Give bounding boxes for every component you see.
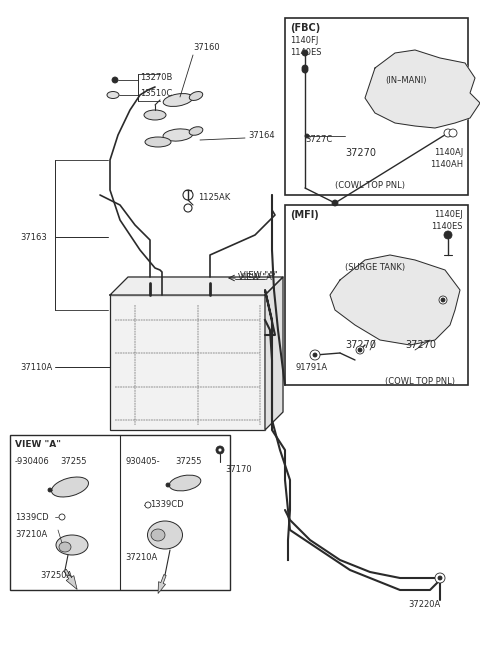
Text: 91791A: 91791A xyxy=(295,363,327,372)
Ellipse shape xyxy=(59,542,71,552)
Polygon shape xyxy=(330,255,460,345)
Ellipse shape xyxy=(145,137,171,147)
Text: 37210A: 37210A xyxy=(125,553,157,562)
Circle shape xyxy=(444,231,452,239)
Polygon shape xyxy=(110,277,283,295)
Text: 37163: 37163 xyxy=(20,233,47,242)
Text: -930406: -930406 xyxy=(15,457,50,466)
Circle shape xyxy=(48,488,52,492)
Text: (FBC): (FBC) xyxy=(290,23,320,33)
Ellipse shape xyxy=(144,110,166,120)
Text: 37250A: 37250A xyxy=(40,571,72,580)
Circle shape xyxy=(216,446,224,454)
Bar xyxy=(285,205,468,385)
FancyArrow shape xyxy=(64,569,77,589)
Ellipse shape xyxy=(163,93,193,106)
Circle shape xyxy=(441,298,445,302)
Circle shape xyxy=(145,502,151,508)
Ellipse shape xyxy=(169,475,201,491)
Text: 37270: 37270 xyxy=(405,340,436,350)
Circle shape xyxy=(313,353,317,357)
Text: 37255: 37255 xyxy=(60,457,86,466)
Text: 1339CD: 1339CD xyxy=(15,513,48,522)
Text: 1140FJ: 1140FJ xyxy=(290,36,318,45)
Bar xyxy=(10,435,230,590)
Ellipse shape xyxy=(189,91,203,101)
Text: 37210A: 37210A xyxy=(15,530,47,539)
Text: 1339CD: 1339CD xyxy=(150,500,184,509)
Text: 37164: 37164 xyxy=(248,131,275,141)
Circle shape xyxy=(444,129,452,137)
Circle shape xyxy=(302,65,308,71)
Bar xyxy=(110,295,265,430)
FancyArrow shape xyxy=(158,575,166,593)
Text: 1125AK: 1125AK xyxy=(198,194,230,202)
Text: 13510C: 13510C xyxy=(140,89,172,97)
Text: 13270B: 13270B xyxy=(140,74,172,83)
Text: 37270: 37270 xyxy=(345,340,376,350)
Circle shape xyxy=(218,448,222,452)
Text: VIEW "A": VIEW "A" xyxy=(15,440,61,449)
Circle shape xyxy=(59,514,65,520)
Text: (COWL TOP PNL): (COWL TOP PNL) xyxy=(335,181,405,190)
Circle shape xyxy=(438,576,442,580)
Text: (COWL TOP PNL): (COWL TOP PNL) xyxy=(385,377,455,386)
Circle shape xyxy=(358,348,362,352)
Text: 1140EJ: 1140EJ xyxy=(434,210,463,219)
Text: 37270: 37270 xyxy=(345,148,376,158)
Text: 1140AH: 1140AH xyxy=(430,160,463,169)
Ellipse shape xyxy=(56,535,88,555)
Text: VIEW "A": VIEW "A" xyxy=(240,271,277,279)
Text: 37255: 37255 xyxy=(175,457,202,466)
Ellipse shape xyxy=(147,521,182,549)
Bar xyxy=(144,277,156,285)
Polygon shape xyxy=(265,277,283,430)
Circle shape xyxy=(435,573,445,583)
Ellipse shape xyxy=(151,529,165,541)
Text: 1140ES: 1140ES xyxy=(432,222,463,231)
Ellipse shape xyxy=(163,129,193,141)
Text: 930405-: 930405- xyxy=(125,457,160,466)
Text: 1140AJ: 1140AJ xyxy=(434,148,463,157)
Text: (MFI): (MFI) xyxy=(290,210,319,220)
Ellipse shape xyxy=(189,127,203,135)
Text: 3727C: 3727C xyxy=(305,135,332,144)
Ellipse shape xyxy=(51,477,88,497)
Bar xyxy=(285,18,468,195)
Circle shape xyxy=(112,77,118,83)
Circle shape xyxy=(302,50,308,56)
Circle shape xyxy=(310,350,320,360)
Text: (IN–MANI): (IN–MANI) xyxy=(385,76,427,85)
Text: 1140ES: 1140ES xyxy=(290,48,322,57)
Bar xyxy=(204,277,216,285)
Text: 37110A: 37110A xyxy=(20,363,52,371)
Text: 37160: 37160 xyxy=(193,43,220,52)
Circle shape xyxy=(356,346,364,354)
Text: 37170: 37170 xyxy=(225,465,252,474)
Circle shape xyxy=(166,483,170,487)
Text: VIEW "A": VIEW "A" xyxy=(238,273,276,282)
Circle shape xyxy=(449,129,457,137)
Circle shape xyxy=(439,296,447,304)
Circle shape xyxy=(332,200,338,206)
Circle shape xyxy=(302,67,308,73)
Text: (SURGE TANK): (SURGE TANK) xyxy=(345,263,405,272)
Ellipse shape xyxy=(107,91,119,99)
Text: 37220A: 37220A xyxy=(408,600,440,609)
Circle shape xyxy=(305,134,309,138)
Polygon shape xyxy=(365,50,480,128)
